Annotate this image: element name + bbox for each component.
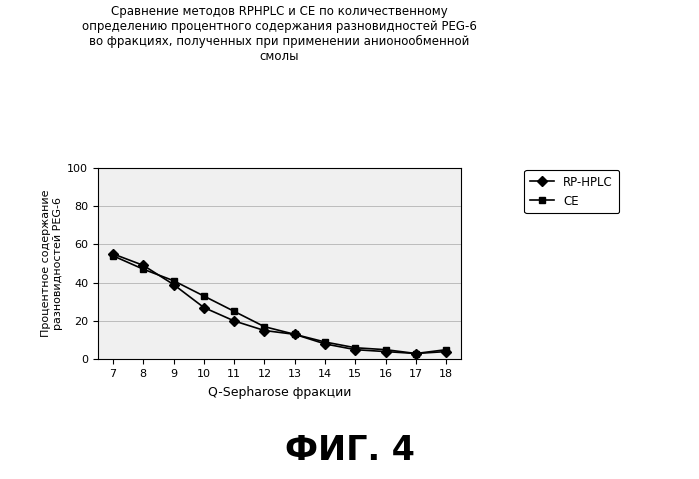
CE: [321, 339, 329, 345]
RP-HPLC: [230, 318, 238, 324]
Legend: RP-HPLC, CE: RP-HPLC, CE: [524, 170, 619, 214]
CE: [351, 345, 359, 351]
CE: [109, 253, 117, 259]
RP-HPLC: [109, 251, 117, 257]
CE: [169, 278, 178, 284]
X-axis label: Q-Sepharose фракции: Q-Sepharose фракции: [208, 386, 352, 399]
CE: [291, 331, 299, 337]
Y-axis label: Процентное содержание
разновидностей PEG-6: Процентное содержание разновидностей PEG…: [41, 190, 63, 337]
CE: [412, 351, 420, 356]
RP-HPLC: [442, 349, 450, 354]
RP-HPLC: [351, 347, 359, 353]
Line: RP-HPLC: RP-HPLC: [110, 251, 449, 357]
CE: [230, 308, 238, 314]
Text: Сравнение методов RPHPLC и CE по количественному
определению процентного содержа: Сравнение методов RPHPLC и CE по количес…: [82, 5, 477, 63]
CE: [382, 347, 390, 353]
CE: [260, 324, 268, 330]
CE: [200, 293, 208, 299]
RP-HPLC: [139, 262, 147, 268]
RP-HPLC: [291, 331, 299, 337]
CE: [442, 347, 450, 353]
RP-HPLC: [321, 341, 329, 347]
RP-HPLC: [169, 282, 178, 287]
Line: CE: CE: [110, 252, 449, 357]
RP-HPLC: [412, 351, 420, 356]
Text: ФИГ. 4: ФИГ. 4: [284, 434, 415, 467]
RP-HPLC: [260, 328, 268, 333]
RP-HPLC: [200, 305, 208, 310]
CE: [139, 266, 147, 272]
RP-HPLC: [382, 349, 390, 354]
